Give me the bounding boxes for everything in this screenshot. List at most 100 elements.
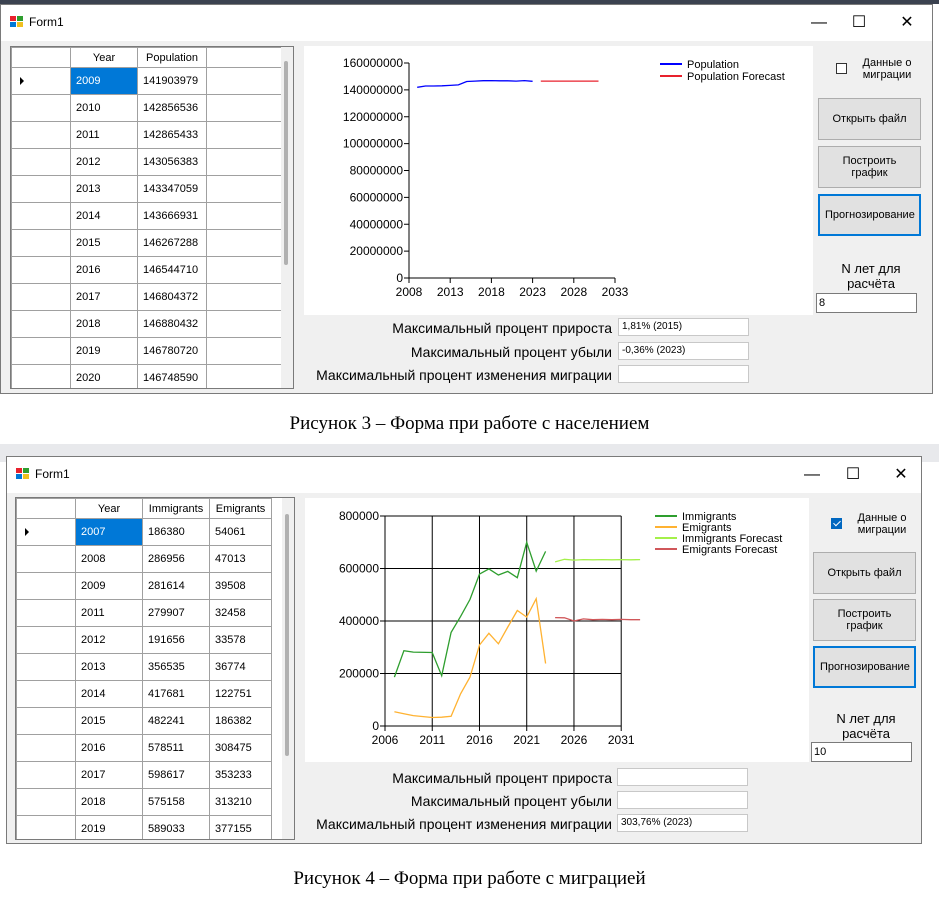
- row-header[interactable]: [16, 653, 76, 681]
- minimize-button[interactable]: —: [811, 14, 827, 31]
- table-row[interactable]: 2015 146267288: [11, 229, 286, 257]
- table-cell[interactable]: 2016: [70, 256, 138, 284]
- table-cell[interactable]: 39508: [209, 572, 272, 600]
- table-cell[interactable]: 2017: [70, 283, 138, 311]
- table-cell[interactable]: 589033: [142, 815, 210, 839]
- table-row[interactable]: 2008 286956 47013: [16, 545, 272, 573]
- table-cell[interactable]: 186382: [209, 707, 272, 735]
- table-cell[interactable]: 281614: [142, 572, 210, 600]
- maximize-button[interactable]: ☐: [845, 466, 861, 483]
- row-header[interactable]: [11, 364, 71, 388]
- table-row[interactable]: 2011 279907 32458: [16, 599, 272, 627]
- table-cell[interactable]: 2008: [75, 545, 143, 573]
- table-row[interactable]: 2019 589033 377155: [16, 815, 272, 839]
- table-cell[interactable]: 2018: [75, 788, 143, 816]
- table-cell[interactable]: 146804372: [137, 283, 207, 311]
- row-header[interactable]: [11, 148, 71, 176]
- table-row[interactable]: 2014 417681 122751: [16, 680, 272, 708]
- table-cell[interactable]: 36774: [209, 653, 272, 681]
- n-years-input[interactable]: 10: [811, 742, 912, 762]
- table-cell-empty[interactable]: [206, 94, 286, 122]
- table-cell[interactable]: 47013: [209, 545, 272, 573]
- stat-value-migration[interactable]: [618, 365, 749, 383]
- row-header[interactable]: [16, 572, 76, 600]
- grid-header-immigrants[interactable]: Immigrants: [142, 498, 210, 519]
- table-cell[interactable]: 2018: [70, 310, 138, 338]
- table-row[interactable]: 2016 578511 308475: [16, 734, 272, 762]
- grid-scrollbar[interactable]: [281, 47, 293, 388]
- table-cell[interactable]: 54061: [209, 518, 272, 546]
- row-header[interactable]: [16, 680, 76, 708]
- table-cell[interactable]: 2009: [70, 67, 138, 95]
- grid-header-year[interactable]: Year: [70, 47, 138, 68]
- table-cell[interactable]: 2017: [75, 761, 143, 789]
- grid-scroll-thumb[interactable]: [285, 514, 289, 756]
- row-header[interactable]: [11, 175, 71, 203]
- row-header[interactable]: [16, 545, 76, 573]
- table-cell[interactable]: 186380: [142, 518, 210, 546]
- table-cell[interactable]: 143666931: [137, 202, 207, 230]
- table-cell[interactable]: 146544710: [137, 256, 207, 284]
- table-cell-empty[interactable]: [206, 337, 286, 365]
- row-header[interactable]: [11, 337, 71, 365]
- table-cell[interactable]: 2020: [70, 364, 138, 388]
- table-cell[interactable]: 417681: [142, 680, 210, 708]
- table-cell-empty[interactable]: [206, 256, 286, 284]
- grid-scrollbar[interactable]: [282, 498, 294, 839]
- table-cell[interactable]: 482241: [142, 707, 210, 735]
- table-cell[interactable]: 2013: [70, 175, 138, 203]
- table-cell[interactable]: 356535: [142, 653, 210, 681]
- row-header[interactable]: [16, 734, 76, 762]
- table-cell[interactable]: 575158: [142, 788, 210, 816]
- row-header[interactable]: [16, 788, 76, 816]
- table-cell[interactable]: 146880432: [137, 310, 207, 338]
- row-header[interactable]: [16, 815, 76, 839]
- close-button[interactable]: ✕: [894, 466, 908, 483]
- open-file-button[interactable]: Открыть файл: [813, 552, 916, 594]
- table-row[interactable]: 2010 142856536: [11, 94, 286, 122]
- table-row[interactable]: 2011 142865433: [11, 121, 286, 149]
- grid-header-population[interactable]: Population: [137, 47, 207, 68]
- table-cell-empty[interactable]: [206, 310, 286, 338]
- table-cell[interactable]: 286956: [142, 545, 210, 573]
- grid-scroll-thumb[interactable]: [284, 61, 288, 265]
- table-cell-empty[interactable]: [206, 202, 286, 230]
- table-cell[interactable]: 2009: [75, 572, 143, 600]
- row-header[interactable]: [11, 310, 71, 338]
- table-cell[interactable]: 578511: [142, 734, 210, 762]
- n-years-input[interactable]: 8: [816, 293, 917, 313]
- table-cell-empty[interactable]: [206, 148, 286, 176]
- table-cell[interactable]: 142856536: [137, 94, 207, 122]
- table-cell[interactable]: 2011: [75, 599, 143, 627]
- forecast-button[interactable]: Прогнозирование: [813, 646, 916, 688]
- table-cell[interactable]: 2016: [75, 734, 143, 762]
- table-row[interactable]: 2007 186380 54061: [16, 518, 272, 546]
- grid-header-emigrants[interactable]: Emigrants: [209, 498, 272, 519]
- table-row[interactable]: 2017 146804372: [11, 283, 286, 311]
- table-cell[interactable]: 598617: [142, 761, 210, 789]
- row-header[interactable]: [16, 626, 76, 654]
- close-button[interactable]: ✕: [900, 14, 914, 31]
- table-row[interactable]: 2016 146544710: [11, 256, 286, 284]
- data-grid[interactable]: Year Population 2009 141903979 2010 1428565…: [10, 46, 294, 389]
- table-cell[interactable]: 2012: [75, 626, 143, 654]
- table-cell[interactable]: 279907: [142, 599, 210, 627]
- table-cell[interactable]: 2011: [70, 121, 138, 149]
- row-header[interactable]: [11, 202, 71, 230]
- table-cell[interactable]: 143056383: [137, 148, 207, 176]
- table-cell-empty[interactable]: [206, 364, 286, 388]
- table-cell[interactable]: 33578: [209, 626, 272, 654]
- plot-button[interactable]: Построить график: [818, 146, 921, 188]
- table-cell[interactable]: 2014: [70, 202, 138, 230]
- table-row[interactable]: 2018 575158 313210: [16, 788, 272, 816]
- open-file-button[interactable]: Открыть файл: [818, 98, 921, 140]
- table-cell[interactable]: 2015: [70, 229, 138, 257]
- table-cell[interactable]: 143347059: [137, 175, 207, 203]
- table-cell[interactable]: 146780720: [137, 337, 207, 365]
- table-row[interactable]: 2009 141903979: [11, 67, 286, 95]
- table-row[interactable]: 2013 143347059: [11, 175, 286, 203]
- grid-header-year[interactable]: Year: [75, 498, 143, 519]
- table-cell-empty[interactable]: [206, 229, 286, 257]
- row-header[interactable]: [16, 518, 76, 546]
- table-row[interactable]: 2018 146880432: [11, 310, 286, 338]
